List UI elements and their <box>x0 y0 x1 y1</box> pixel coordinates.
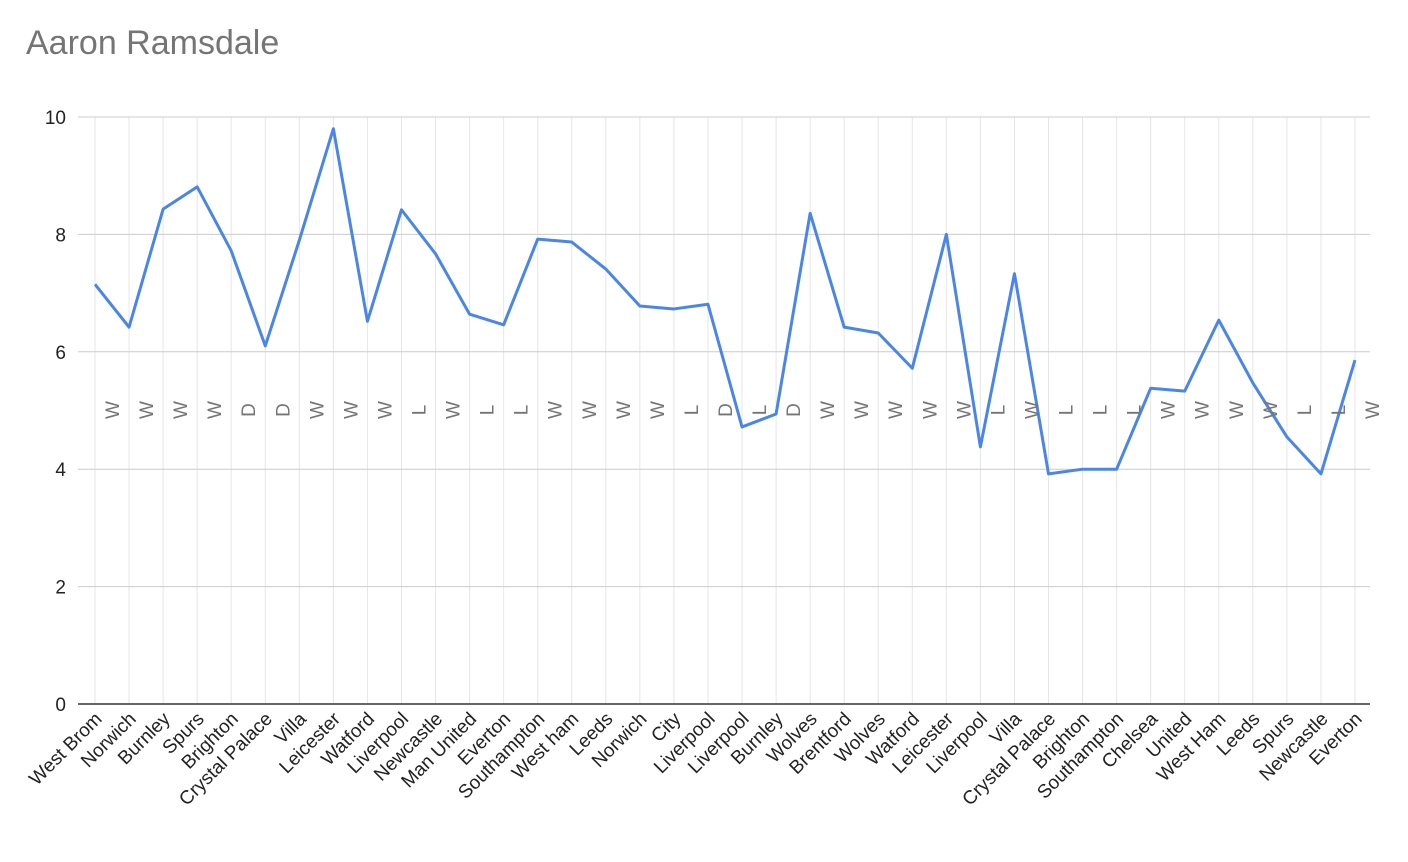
result-annotation: W <box>171 401 192 419</box>
result-annotation: W <box>1363 401 1384 419</box>
result-annotation: L <box>478 405 499 416</box>
result-annotation: L <box>1057 405 1078 416</box>
result-annotation: L <box>750 405 771 416</box>
result-annotation: L <box>409 405 430 416</box>
result-annotation: L <box>1091 405 1112 416</box>
result-annotation: W <box>852 401 873 419</box>
result-annotation: W <box>375 401 396 419</box>
result-annotation: W <box>137 401 158 419</box>
result-annotation: W <box>886 401 907 419</box>
result-annotation: W <box>1193 401 1214 419</box>
result-annotation: L <box>1125 405 1146 416</box>
result-annotation: W <box>205 401 226 419</box>
result-annotation: D <box>716 403 737 417</box>
result-annotation: W <box>920 401 941 419</box>
result-annotation: W <box>818 401 839 419</box>
result-annotation: W <box>1159 401 1180 419</box>
result-annotation: W <box>1261 401 1282 419</box>
result-annotation: L <box>1329 405 1350 416</box>
y-tick-label: 4 <box>55 460 66 481</box>
line <box>93 127 1357 476</box>
result-annotation: L <box>988 405 1009 416</box>
y-tick-label: 0 <box>55 695 66 716</box>
chart-title: Aaron Ramsdale <box>26 24 279 62</box>
result-annotation: D <box>784 403 805 417</box>
result-annotation: L <box>1295 405 1316 416</box>
result-annotation: W <box>1022 401 1043 419</box>
y-tick-label: 8 <box>55 225 66 246</box>
result-annotation: W <box>307 401 328 419</box>
result-annotation: W <box>954 401 975 419</box>
result-annotation: W <box>341 401 362 419</box>
result-annotation: L <box>512 405 533 416</box>
result-annotation: W <box>546 401 567 419</box>
y-tick-label: 10 <box>45 108 66 129</box>
result-annotation: W <box>580 401 601 419</box>
result-annotation: D <box>239 403 260 417</box>
result-annotation: W <box>1227 401 1248 419</box>
result-annotation: W <box>614 401 635 419</box>
y-tick-label: 2 <box>55 578 66 599</box>
result-annotation: W <box>648 401 669 419</box>
result-annotation: W <box>444 401 465 419</box>
result-annotation: W <box>103 401 124 419</box>
result-annotation: D <box>273 403 294 417</box>
y-tick-label: 6 <box>55 343 66 364</box>
result-annotation: L <box>682 405 703 416</box>
